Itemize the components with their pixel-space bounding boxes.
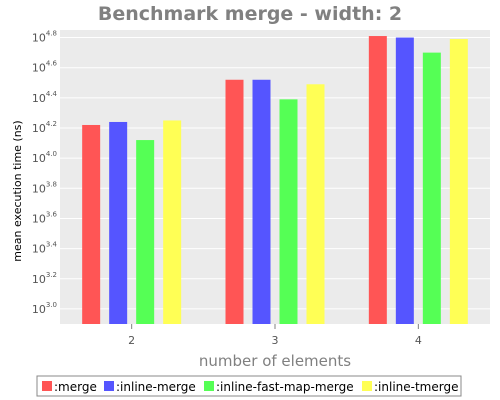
legend-swatch-inline-tmerge <box>362 381 372 391</box>
bar-inline-tmerge-4 <box>449 39 468 325</box>
y-tick-label: 104.4 <box>32 90 58 105</box>
x-axis-ticks: 2 3 4 <box>128 324 422 347</box>
y-tick-label: 103.8 <box>32 180 57 195</box>
legend-swatch-merge <box>42 381 52 391</box>
bar-inline-merge-4 <box>395 37 414 325</box>
y-axis-ticks: 103.0 103.2 103.4 103.6 103.8 104.0 104.2 104.4… <box>32 30 58 316</box>
bar-inline-fast-map-merge-3 <box>279 99 298 324</box>
bar-inline-tmerge-3 <box>306 84 325 325</box>
bar-inline-tmerge-2 <box>163 120 182 324</box>
bar-inline-fast-map-merge-2 <box>136 140 155 324</box>
legend: :merge :inline-merge :inline-fast-map-merg… <box>36 375 462 397</box>
gridlines <box>60 37 490 310</box>
bar-merge-4 <box>368 36 387 325</box>
bar-inline-merge-2 <box>109 121 128 324</box>
legend-label-merge: :merge <box>54 380 97 394</box>
y-tick-label: 104.8 <box>32 30 57 45</box>
legend-label-inline-merge: :inline-merge <box>116 380 196 394</box>
x-tick-label: 4 <box>415 334 422 347</box>
y-tick-label: 103.0 <box>32 301 57 316</box>
x-axis-label: number of elements <box>199 352 351 370</box>
y-tick-label: 104.6 <box>32 60 58 75</box>
y-tick-label: 103.2 <box>32 271 57 286</box>
y-axis-label: mean execution time (ns) <box>11 120 24 261</box>
y-tick-label: 103.4 <box>32 241 58 256</box>
y-tick-label: 104.2 <box>32 120 57 135</box>
legend-frame <box>36 375 462 397</box>
legend-label-inline-tmerge: :inline-tmerge <box>374 380 458 394</box>
bar-merge-2 <box>82 124 101 324</box>
bar-inline-merge-3 <box>252 79 271 324</box>
bars <box>82 36 468 325</box>
bar-merge-3 <box>225 79 244 324</box>
legend-swatch-inline-merge <box>104 381 114 391</box>
legend-label-inline-fast-map-merge: :inline-fast-map-merge <box>216 380 354 394</box>
plot-area <box>60 30 490 324</box>
x-tick-label: 2 <box>128 334 135 347</box>
y-tick-label: 104.0 <box>32 150 57 165</box>
chart-title: Benchmark merge - width: 2 <box>98 3 402 25</box>
x-tick-label: 3 <box>272 334 279 347</box>
bar-inline-fast-map-merge-4 <box>422 52 441 324</box>
legend-swatch-inline-fast-map-merge <box>204 381 214 391</box>
y-tick-label: 103.6 <box>32 210 58 225</box>
